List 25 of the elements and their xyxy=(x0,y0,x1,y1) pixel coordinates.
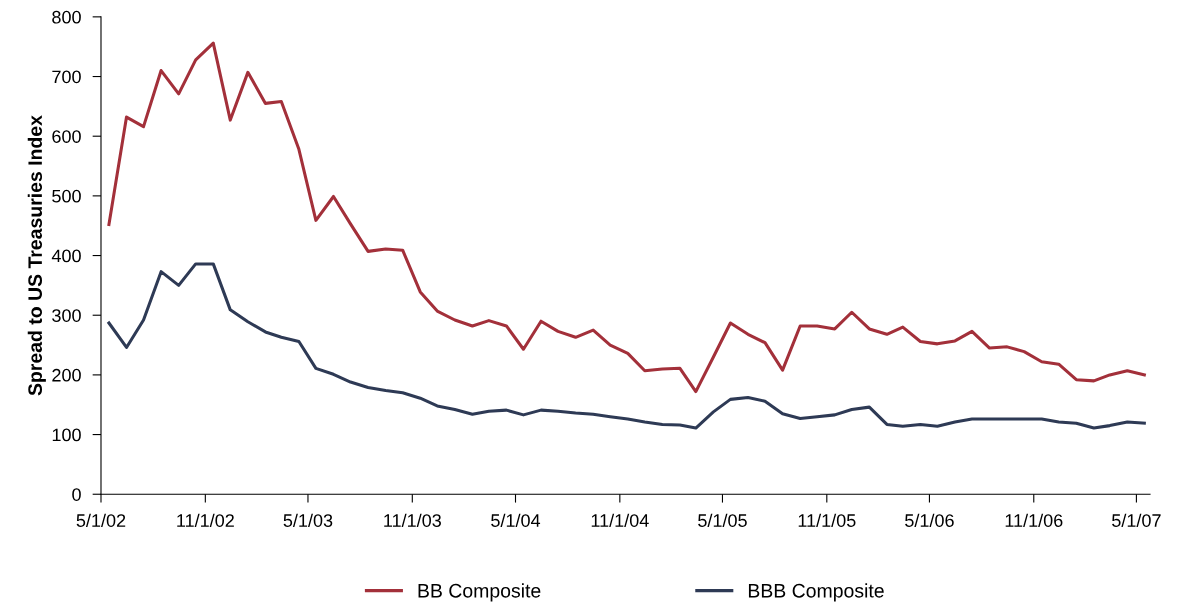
y-tick-label: 400 xyxy=(51,249,81,263)
line-series xyxy=(107,41,1146,394)
y-tick-label: 100 xyxy=(52,428,81,442)
y-tick-label: 0 xyxy=(72,488,81,501)
x-tick-label: 11/1/02 xyxy=(177,513,234,527)
y-tick-label: 800 xyxy=(52,10,81,24)
x-tick-label: 5/1/03 xyxy=(283,513,333,527)
x-tick-label: 5/1/06 xyxy=(905,513,954,527)
y-tick-label: 500 xyxy=(52,189,81,203)
x-tick-label: 11/1/05 xyxy=(798,513,856,527)
x-tick-label: 11/1/04 xyxy=(591,513,649,527)
x-tick-label: 11/1/06 xyxy=(1005,513,1063,527)
y-tick-label: 600 xyxy=(52,130,81,143)
x-tick-label: 5/1/02 xyxy=(76,513,126,527)
legend-label: BB Composite xyxy=(418,583,541,602)
x-tick-label: 5/1/05 xyxy=(698,513,747,527)
legend-label: BBB Composite xyxy=(748,583,884,602)
y-tick-label: 300 xyxy=(52,309,81,322)
y-tick-label: 200 xyxy=(52,368,81,382)
x-tick-label: 11/1/03 xyxy=(384,513,441,527)
y-axis-title: Spread to US Treasuries Index xyxy=(27,115,46,396)
x-tick-label: 5/1/07 xyxy=(1112,513,1161,527)
x-tick-label: 5/1/04 xyxy=(491,513,541,527)
line-series xyxy=(107,262,1146,430)
y-tick-label: 700 xyxy=(52,70,81,84)
